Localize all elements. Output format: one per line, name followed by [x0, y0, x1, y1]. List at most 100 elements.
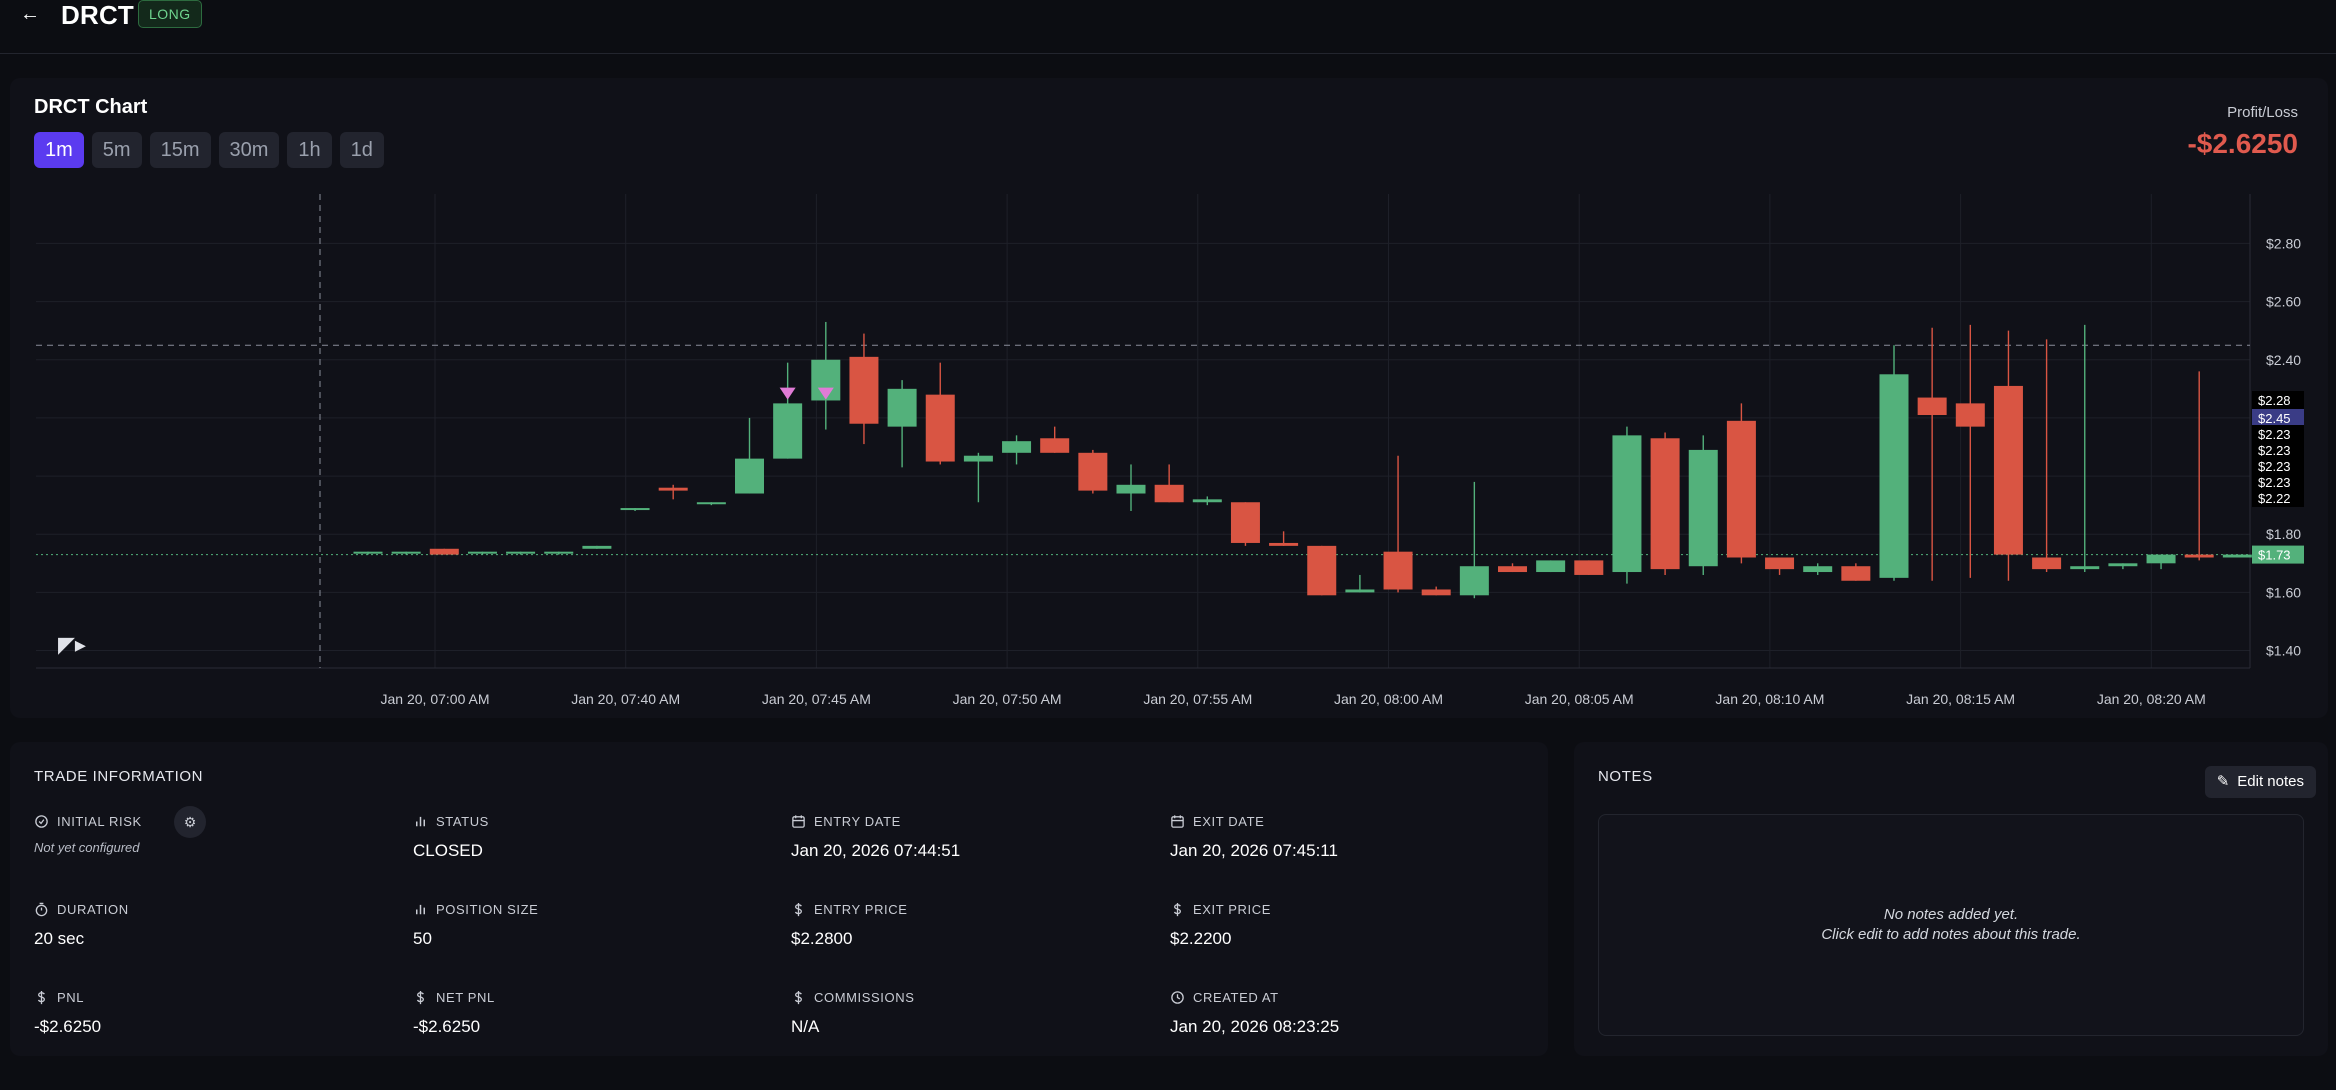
price-label-box	[2252, 545, 2304, 564]
edit-notes-button[interactable]: ✎ Edit notes	[2204, 766, 2316, 798]
candle-body	[849, 356, 879, 424]
x-tick-label: Jan 20, 07:40 AM	[571, 691, 680, 707]
timeframe-15m-button[interactable]: 15m	[149, 132, 211, 168]
field-label: EXIT PRICE	[1170, 900, 1530, 918]
candle-body	[2108, 563, 2138, 567]
calendar-icon	[1171, 814, 1184, 828]
candle-body	[1803, 566, 1833, 573]
entry-price-value: $2.2800	[791, 929, 853, 948]
x-tick-label: Jan 20, 08:10 AM	[1715, 691, 1824, 707]
price-label-box	[2252, 441, 2304, 459]
created-at-label: CREATED AT	[1193, 989, 1279, 1005]
candle-body	[1612, 435, 1642, 573]
y-tick-label: $2.40	[2266, 352, 2301, 368]
y-tick-label: $1.60	[2266, 584, 2301, 600]
candle-body	[582, 545, 612, 549]
candle-body	[1498, 566, 1527, 573]
top-bar: ← DRCT LONG	[0, 0, 2336, 54]
y-tick-label: $1.80	[2266, 526, 2301, 542]
price-label: $2.23	[2258, 459, 2291, 474]
field-duration: DURATION 20 sec	[34, 900, 394, 949]
candle-body	[2222, 554, 2252, 558]
y-tick-label: $2.60	[2266, 294, 2301, 310]
candle-body	[1650, 438, 1680, 570]
notes-box[interactable]: No notes added yet. Click edit to add no…	[1598, 814, 2304, 1036]
candle-body	[1002, 441, 1032, 453]
price-label-box	[2252, 425, 2304, 443]
price-label: $2.23	[2258, 427, 2291, 442]
candle-body	[1040, 438, 1070, 453]
timeframe-1d-button[interactable]: 1d	[339, 132, 384, 168]
pnl-label: PNL	[57, 989, 85, 1005]
net-pnl-value: -$2.6250	[413, 1017, 481, 1036]
chart-title: DRCT Chart	[34, 96, 148, 118]
candle-body	[2146, 554, 2176, 564]
candle-body	[1726, 420, 1756, 558]
notes-title: NOTES	[1598, 768, 1653, 785]
initial-risk-label: INITIAL RISK	[57, 813, 142, 829]
candle-body	[1269, 542, 1299, 546]
gear-icon: ⚙	[183, 814, 197, 830]
candle-body	[1993, 385, 2023, 555]
candle-body	[620, 508, 650, 511]
back-arrow-icon[interactable]: ←	[20, 3, 40, 25]
entry-date-value: Jan 20, 2026 07:44:51	[791, 841, 961, 860]
field-status: STATUS CLOSED	[413, 812, 773, 861]
timeframe-5m-button[interactable]: 5m	[91, 132, 142, 168]
entry-price-label: ENTRY PRICE	[814, 901, 908, 917]
candle-body	[1917, 397, 1947, 416]
candle-body	[963, 455, 993, 462]
timeframe-1h-button[interactable]: 1h	[287, 132, 332, 168]
candle-body	[1688, 449, 1718, 567]
price-label-box	[2252, 473, 2304, 491]
field-entry-price: ENTRY PRICE $2.2800	[791, 900, 1151, 949]
price-label-box	[2252, 409, 2304, 427]
candle-body	[544, 551, 574, 554]
trade-info-card: TRADE INFORMATION INITIAL RISK Not yet co…	[10, 742, 1548, 1056]
field-pnl: PNL -$2.6250	[34, 988, 394, 1037]
field-exit-price: EXIT PRICE $2.2200	[1170, 900, 1530, 949]
timeframe-30m-button[interactable]: 30m	[218, 132, 280, 168]
candle-body	[353, 551, 383, 554]
timer-icon	[35, 902, 48, 916]
x-tick-label: Jan 20, 08:15 AM	[1906, 691, 2015, 707]
dollar-icon	[37, 990, 45, 1004]
field-label: ENTRY PRICE	[791, 900, 1151, 918]
position-size-label: POSITION SIZE	[436, 901, 539, 917]
y-tick-label: $2.80	[2266, 235, 2301, 251]
field-label: ENTRY DATE	[791, 812, 1151, 830]
price-label-box	[2252, 489, 2304, 507]
price-label: $2.22	[2258, 491, 2291, 506]
field-position-size: POSITION SIZE 50	[413, 900, 773, 949]
entry-date-label: ENTRY DATE	[814, 813, 901, 829]
x-tick-label: Jan 20, 07:55 AM	[1143, 691, 1252, 707]
field-commissions: COMMISSIONS N/A	[791, 988, 1151, 1037]
exit-date-value: Jan 20, 2026 07:45:11	[1170, 841, 1338, 860]
position-size-value: 50	[413, 929, 432, 948]
candle-body	[1574, 560, 1604, 575]
field-label: DURATION	[34, 900, 394, 918]
candle-body	[1230, 502, 1260, 543]
candle-body	[1307, 545, 1337, 596]
candle-body	[696, 502, 726, 505]
trade-info-title: TRADE INFORMATION	[34, 768, 204, 785]
clock-icon	[1171, 990, 1184, 1004]
pnl-label: Profit/Loss	[2227, 104, 2298, 121]
x-tick-label: Jan 20, 08:05 AM	[1525, 691, 1634, 707]
timeframe-1m-button[interactable]: 1m	[34, 132, 84, 168]
pnl-value: -$2.6250	[34, 1017, 102, 1036]
price-label: $2.23	[2258, 475, 2291, 490]
field-net-pnl: NET PNL -$2.6250	[413, 988, 773, 1037]
x-tick-label: Jan 20, 08:20 AM	[2097, 691, 2206, 707]
candle-body	[1345, 589, 1375, 593]
candle-body	[1459, 566, 1489, 596]
candlestick-chart[interactable]: $1.40$1.60$1.80$2.00$2.20$2.40$2.60$2.80…	[10, 190, 2328, 710]
x-tick-label: Jan 20, 07:50 AM	[953, 691, 1062, 707]
settings-gear-button[interactable]: ⚙	[174, 806, 206, 838]
exit-price-label: EXIT PRICE	[1193, 901, 1272, 917]
pnl-value: -$2.6250	[2187, 128, 2298, 159]
candle-body	[658, 487, 688, 491]
trade-marker-icon	[779, 387, 796, 400]
candle-body	[1765, 557, 1795, 570]
price-label: $2.45	[2258, 411, 2291, 426]
